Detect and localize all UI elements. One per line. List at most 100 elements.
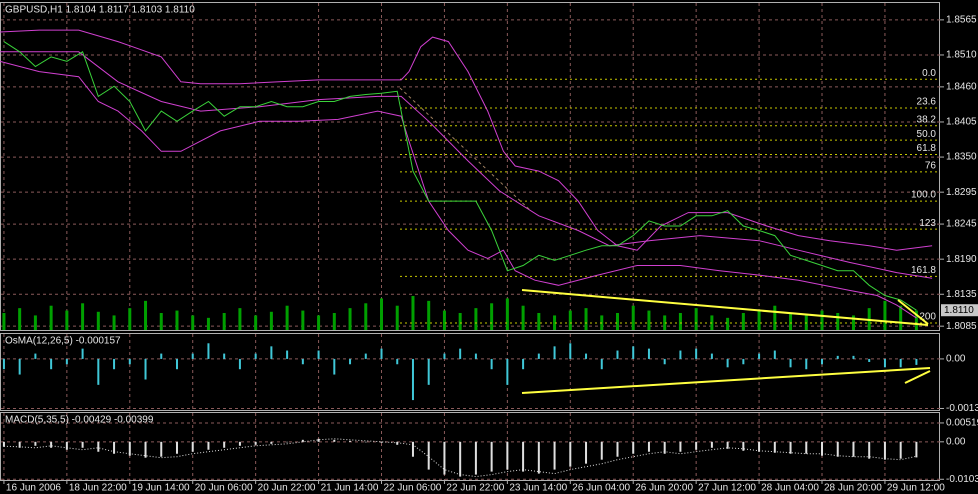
price-line xyxy=(3,41,917,311)
volume-bar xyxy=(395,305,399,330)
volume-bar xyxy=(647,310,651,330)
histogram-bar xyxy=(506,358,509,385)
histogram-bar xyxy=(569,441,572,467)
histogram-bar xyxy=(144,358,147,380)
panel-border xyxy=(0,333,940,411)
histogram-bar xyxy=(522,358,525,370)
histogram-bar xyxy=(113,441,116,454)
histogram-bar xyxy=(191,353,194,359)
histogram-bar xyxy=(238,358,241,370)
histogram-bar xyxy=(317,438,320,442)
histogram-bar xyxy=(663,358,666,365)
price-line xyxy=(0,51,933,279)
panel-title: OsMA(12,26,5) -0.000157 xyxy=(5,336,121,347)
histogram-bar xyxy=(223,441,226,448)
y-tick-label: -0.0013 xyxy=(946,403,978,414)
histogram-bar xyxy=(128,441,131,456)
histogram-bar xyxy=(915,441,918,458)
histogram-bar xyxy=(396,358,399,365)
fibo-label: 38.2 xyxy=(917,114,937,125)
histogram-bar xyxy=(2,358,5,370)
signal-line xyxy=(3,438,917,478)
volume-bar xyxy=(427,300,431,330)
volume-bar xyxy=(128,308,132,330)
trend-line xyxy=(521,367,931,394)
y-tick-label: 1.8460 xyxy=(946,82,977,93)
histogram-bar xyxy=(836,441,839,457)
y-tick-label: 0.00 xyxy=(946,354,966,365)
y-tick-label: -0.0103 xyxy=(946,474,978,485)
fibo-label: 161.8 xyxy=(911,265,936,276)
histogram-bar xyxy=(616,350,619,359)
volume-bar xyxy=(81,303,85,330)
volume-bar xyxy=(851,315,855,330)
histogram-bar xyxy=(868,358,871,362)
histogram-bar xyxy=(742,358,745,365)
histogram-bar xyxy=(600,441,603,460)
histogram-bar xyxy=(270,441,273,444)
histogram-bar xyxy=(773,350,776,359)
volume-bar xyxy=(2,313,6,330)
histogram-bar xyxy=(616,441,619,457)
panel-title: MACD(5,35,5) -0.00429 -0.00399 xyxy=(5,415,154,426)
y-tick-label: 1.8135 xyxy=(946,289,977,300)
histogram-bar xyxy=(821,358,824,365)
histogram-bar xyxy=(553,346,556,359)
volume-bar xyxy=(631,305,635,330)
fibo-label: 61.8 xyxy=(917,143,937,154)
volume-bar xyxy=(757,310,761,330)
histogram-bar xyxy=(773,441,776,453)
histogram-bar xyxy=(364,353,367,359)
histogram-bar xyxy=(97,441,100,452)
histogram-bar xyxy=(883,358,886,368)
histogram-bar xyxy=(144,441,147,458)
y-tick-label: 1.8350 xyxy=(946,152,977,163)
y-tick-label: 0.00519 xyxy=(946,418,978,429)
histogram-bar xyxy=(852,355,855,359)
volume-bar xyxy=(317,315,321,330)
last-price-label: 1.8110 xyxy=(944,305,974,316)
volume-bar xyxy=(285,305,289,330)
fibo-label: 100.0 xyxy=(911,190,936,201)
histogram-bar xyxy=(175,441,178,454)
y-tick-label: 1.8405 xyxy=(946,117,977,128)
histogram-bar xyxy=(349,358,352,365)
histogram-bar xyxy=(852,441,855,457)
histogram-bar xyxy=(427,358,430,385)
volume-bar xyxy=(442,310,446,330)
histogram-bar xyxy=(411,358,414,401)
histogram-bar xyxy=(160,353,163,359)
histogram-bar xyxy=(647,441,650,452)
y-tick-label: 1.8510 xyxy=(946,50,977,61)
histogram-bar xyxy=(805,358,808,370)
x-tick-label: 20 Jun 22:00 xyxy=(258,483,316,494)
histogram-bar xyxy=(2,441,5,447)
histogram-bar xyxy=(742,441,745,451)
x-tick-label: 19 Jun 14:00 xyxy=(132,483,190,494)
histogram-bar xyxy=(522,441,525,472)
histogram-bar xyxy=(553,441,556,470)
histogram-bar xyxy=(160,441,163,457)
x-tick-label: 22 Jun 22:00 xyxy=(446,483,504,494)
histogram-bar xyxy=(81,348,84,359)
panel-border xyxy=(0,2,940,331)
histogram-bar xyxy=(286,441,289,443)
histogram-bar xyxy=(97,358,100,385)
volume-bar xyxy=(144,300,148,330)
y-tick-label: 1.8565 xyxy=(946,15,977,26)
histogram-bar xyxy=(569,343,572,359)
volume-bar xyxy=(537,313,541,330)
histogram-bar xyxy=(396,441,399,445)
histogram-bar xyxy=(459,348,462,359)
histogram-bar xyxy=(113,358,116,370)
histogram-bar xyxy=(175,358,178,370)
histogram-bar xyxy=(270,346,273,359)
volume-bar xyxy=(474,308,478,330)
volume-bar xyxy=(663,315,667,330)
trend-line xyxy=(897,299,929,325)
histogram-bar xyxy=(238,441,241,446)
x-tick-label: 21 Jun 14:00 xyxy=(321,483,379,494)
volume-bar xyxy=(820,310,824,330)
x-tick-label: 27 Jun 12:00 xyxy=(698,483,756,494)
